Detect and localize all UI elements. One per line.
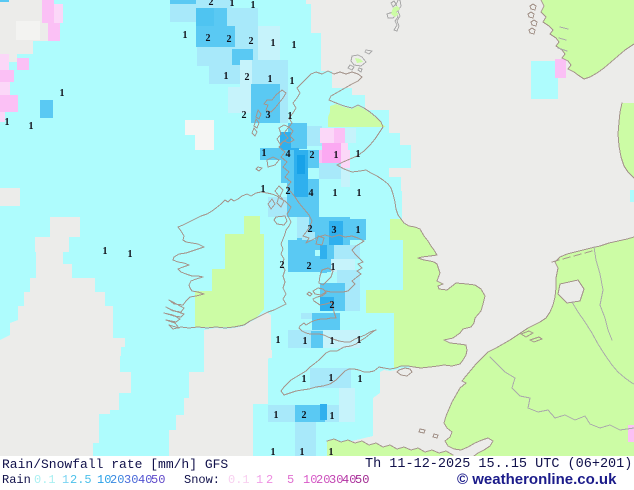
svg-text:1: 1: [331, 262, 336, 273]
svg-text:2: 2: [330, 300, 335, 311]
svg-text:1: 1: [334, 150, 339, 161]
svg-text:2: 2: [242, 110, 247, 121]
svg-text:1: 1: [292, 40, 297, 51]
svg-text:1: 1: [262, 148, 267, 159]
svg-text:3: 3: [332, 225, 337, 236]
svg-text:1: 1: [29, 121, 34, 132]
svg-text:2: 2: [206, 33, 211, 44]
svg-text:3: 3: [266, 110, 271, 121]
svg-text:1: 1: [268, 74, 273, 85]
svg-text:1: 1: [274, 410, 279, 421]
svg-text:1: 1: [356, 225, 361, 236]
svg-text:1: 1: [128, 249, 133, 260]
svg-text:1: 1: [103, 246, 108, 257]
svg-text:2: 2: [249, 36, 254, 47]
svg-text:1: 1: [333, 188, 338, 199]
svg-text:4: 4: [309, 188, 314, 199]
svg-text:2: 2: [308, 224, 313, 235]
svg-text:1: 1: [329, 373, 334, 384]
svg-text:1: 1: [330, 336, 335, 347]
svg-text:1: 1: [5, 117, 10, 128]
svg-text:1: 1: [271, 38, 276, 49]
svg-text:2: 2: [245, 72, 250, 83]
svg-text:2: 2: [310, 150, 315, 161]
svg-text:1: 1: [230, 0, 235, 9]
svg-text:1: 1: [358, 374, 363, 385]
svg-text:1: 1: [60, 88, 65, 99]
svg-text:1: 1: [300, 447, 305, 456]
svg-text:2: 2: [286, 186, 291, 197]
svg-text:1: 1: [261, 184, 266, 195]
svg-text:2: 2: [209, 0, 214, 8]
svg-text:1: 1: [329, 447, 334, 456]
svg-text:1: 1: [303, 336, 308, 347]
svg-text:1: 1: [271, 447, 276, 456]
svg-text:1: 1: [183, 30, 188, 41]
svg-text:2: 2: [302, 410, 307, 421]
svg-text:1: 1: [357, 335, 362, 346]
svg-text:2: 2: [307, 261, 312, 272]
svg-text:1: 1: [290, 76, 295, 87]
svg-text:1: 1: [330, 411, 335, 422]
svg-text:2: 2: [227, 34, 232, 45]
svg-text:1: 1: [288, 111, 293, 122]
svg-text:1: 1: [356, 149, 361, 160]
svg-text:1: 1: [276, 335, 281, 346]
svg-text:1: 1: [302, 374, 307, 385]
svg-text:2: 2: [280, 260, 285, 271]
svg-text:1: 1: [251, 0, 256, 11]
svg-text:1: 1: [357, 188, 362, 199]
svg-text:1: 1: [224, 71, 229, 82]
svg-text:4: 4: [286, 149, 291, 160]
